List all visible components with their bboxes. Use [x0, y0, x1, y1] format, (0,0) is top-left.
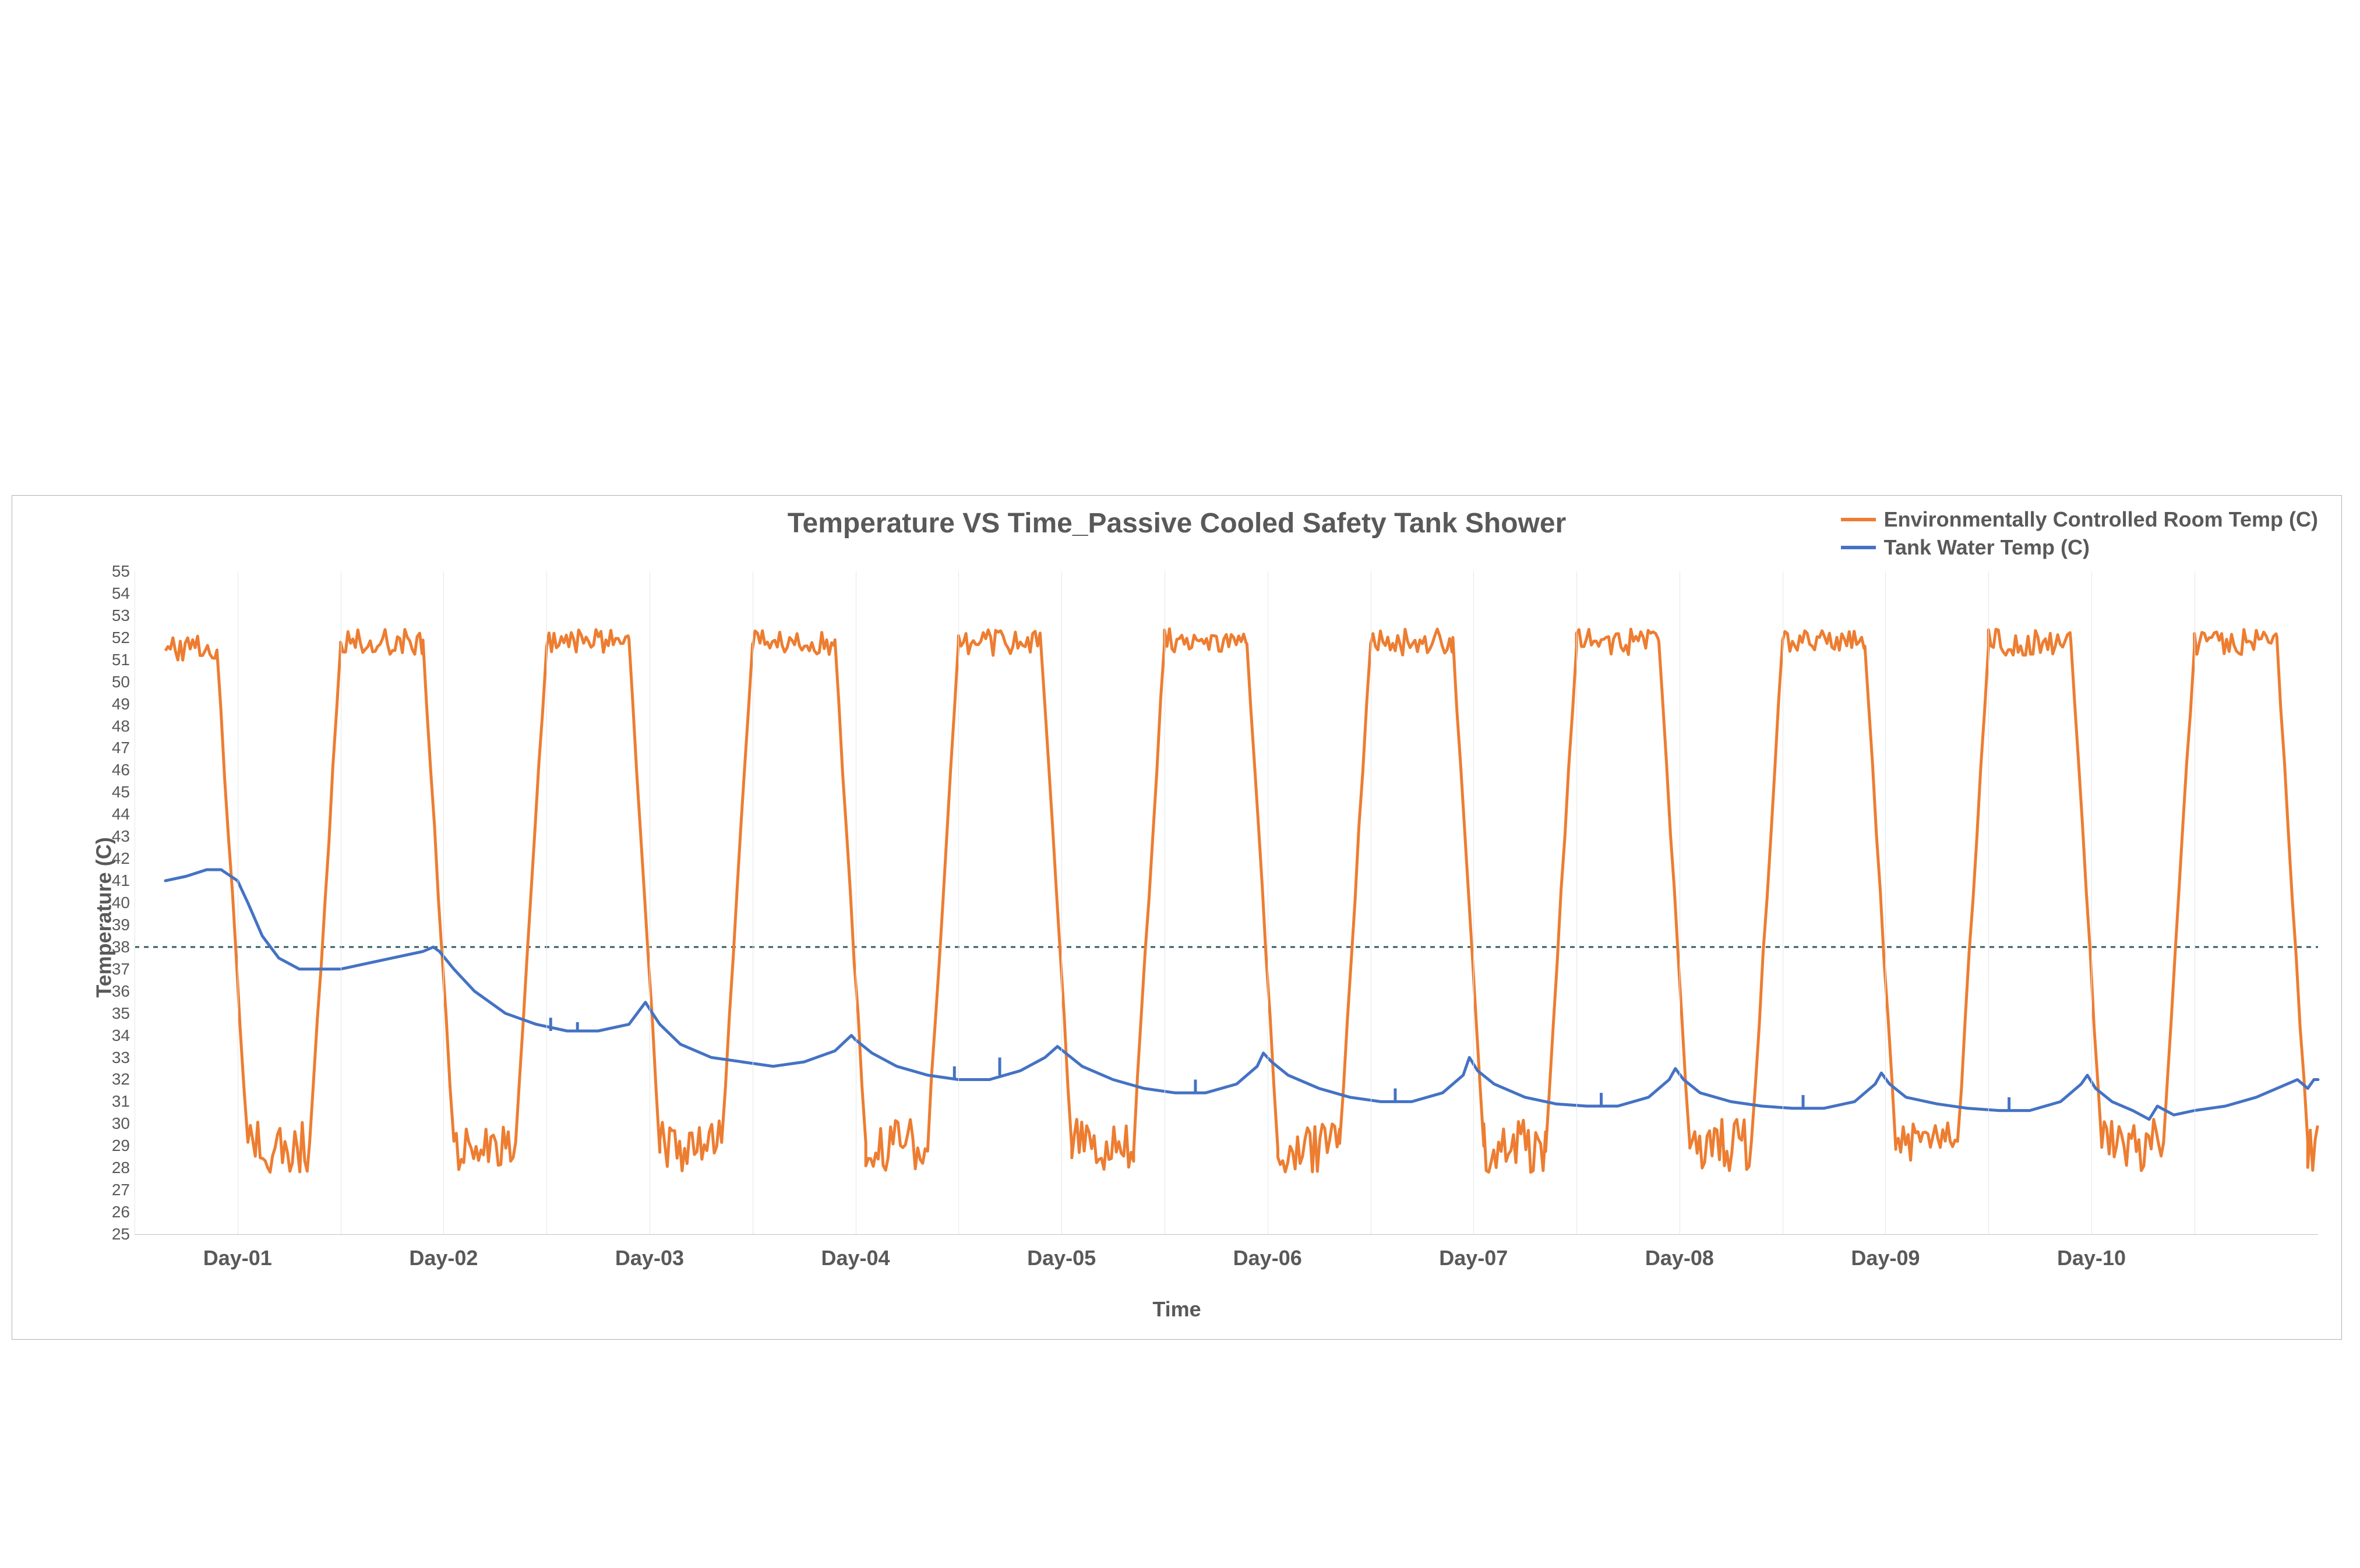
plot-svg [135, 571, 2318, 1234]
chart-title: Temperature VS Time_Passive Cooled Safet… [788, 507, 1567, 539]
y-tick-label: 35 [112, 1004, 130, 1023]
y-tick-label: 52 [112, 628, 130, 647]
legend-label-room-temp: Environmentally Controlled Room Temp (C) [1884, 507, 2318, 532]
y-tick-label: 48 [112, 717, 130, 736]
x-tick-label: Day-04 [821, 1246, 890, 1270]
y-tick-label: 34 [112, 1026, 130, 1045]
y-tick-label: 43 [112, 827, 130, 846]
legend-item-room-temp: Environmentally Controlled Room Temp (C) [1841, 507, 2318, 532]
y-tick-label: 26 [112, 1203, 130, 1221]
x-tick-label: Day-02 [409, 1246, 478, 1270]
y-tick-label: 28 [112, 1159, 130, 1177]
y-tick-label: 54 [112, 584, 130, 603]
y-tick-label: 36 [112, 982, 130, 1001]
y-tick-label: 50 [112, 673, 130, 691]
y-tick-label: 39 [112, 916, 130, 934]
y-tick-label: 46 [112, 761, 130, 779]
legend-label-tank-temp: Tank Water Temp (C) [1884, 535, 2090, 560]
x-tick-label: Day-10 [2057, 1246, 2126, 1270]
y-tick-label: 38 [112, 938, 130, 956]
y-tick-label: 31 [112, 1092, 130, 1111]
x-tick-label: Day-03 [615, 1246, 684, 1270]
x-tick-label: Day-05 [1027, 1246, 1096, 1270]
y-tick-label: 53 [112, 606, 130, 625]
page: Temperature VS Time_Passive Cooled Safet… [0, 0, 2360, 1568]
chart-container: Temperature VS Time_Passive Cooled Safet… [12, 495, 2342, 1340]
x-tick-label: Day-08 [1645, 1246, 1714, 1270]
x-tick-label: Day-06 [1233, 1246, 1302, 1270]
plot-area: 2526272829303132333435363738394041424344… [135, 571, 2318, 1234]
y-tick-label: 45 [112, 783, 130, 801]
y-tick-label: 25 [112, 1225, 130, 1244]
y-tick-label: 41 [112, 871, 130, 890]
y-tick-label: 27 [112, 1181, 130, 1199]
y-tick-label: 33 [112, 1048, 130, 1067]
y-tick-label: 51 [112, 651, 130, 669]
y-tick-label: 29 [112, 1136, 130, 1155]
legend-item-tank-temp: Tank Water Temp (C) [1841, 535, 2318, 560]
y-tick-label: 30 [112, 1114, 130, 1133]
y-tick-label: 49 [112, 695, 130, 714]
x-axis-label: Time [1152, 1297, 1201, 1322]
y-tick-label: 42 [112, 849, 130, 868]
y-tick-label: 44 [112, 805, 130, 824]
y-tick-label: 37 [112, 960, 130, 979]
x-tick-label: Day-01 [203, 1246, 272, 1270]
y-tick-label: 32 [112, 1070, 130, 1089]
x-tick-label: Day-07 [1439, 1246, 1508, 1270]
y-tick-label: 47 [112, 739, 130, 757]
y-tick-label: 55 [112, 562, 130, 581]
legend-swatch-room-temp [1841, 518, 1876, 521]
y-tick-label: 40 [112, 894, 130, 912]
x-tick-label: Day-09 [1851, 1246, 1920, 1270]
legend-swatch-tank-temp [1841, 546, 1876, 549]
legend: Environmentally Controlled Room Temp (C)… [1841, 507, 2318, 563]
